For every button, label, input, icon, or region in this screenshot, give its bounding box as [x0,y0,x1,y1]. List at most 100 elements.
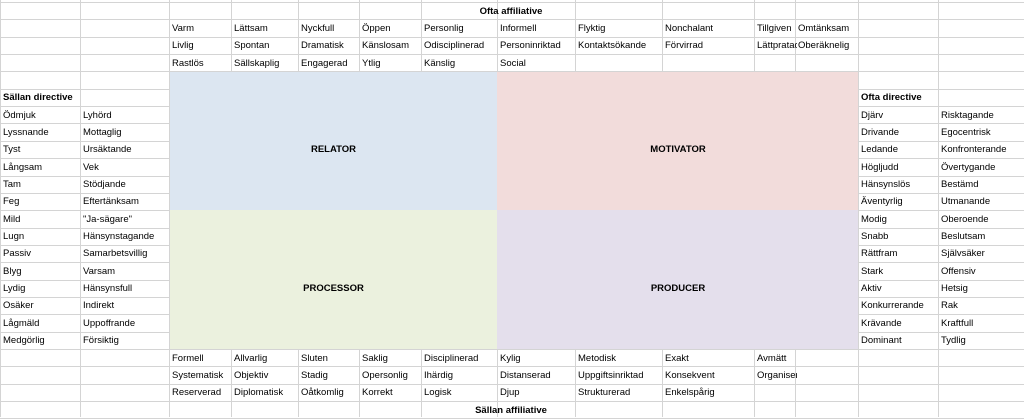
trait-cell: Medgörlig [3,335,45,347]
trait-cell: Nyckfull [301,22,335,34]
gridline [858,228,1024,229]
trait-cell: Nonchalant [665,22,714,34]
header-right: Ofta directive [861,92,922,104]
gridline [0,54,1024,55]
gridline [0,262,169,263]
trait-cell: Distanserad [500,369,551,381]
trait-cell: Lydig [3,283,26,295]
gridline [858,176,1024,177]
trait-cell: Mild [3,213,21,225]
gridline [0,141,169,142]
gridline [359,0,360,72]
header-bottom: Sällan affiliative [475,404,547,416]
trait-cell: Formell [172,352,204,364]
trait-cell: Varsam [83,265,116,277]
trait-cell: Högljudd [861,161,899,173]
header-top: Ofta affiliative [479,5,543,17]
trait-cell: Mottaglig [83,126,122,138]
gridline [298,349,299,417]
trait-cell: Försiktig [83,335,119,347]
gridline [575,0,576,72]
relator-label: RELATOR [310,144,357,156]
processor-quadrant [169,210,497,349]
trait-cell: Uppoffrande [83,317,136,329]
gridline [0,401,1024,402]
trait-cell: Tam [3,179,21,190]
trait-cell: Rättfram [861,248,898,260]
trait-cell: Hänsynslös [861,179,911,190]
gridline [231,349,232,417]
gridline [754,349,755,417]
gridline [0,19,1024,20]
trait-cell: Utmanande [941,196,991,208]
gridline [858,280,1024,281]
trait-cell: Lyssnande [3,126,49,138]
trait-cell: Lättsam [234,22,268,34]
trait-cell: Informell [500,22,537,34]
trait-cell: Känslosam [362,40,409,52]
trait-cell: Ledande [861,144,898,156]
trait-cell: Social [500,57,526,69]
trait-cell: Dramatisk [301,40,344,52]
gridline [938,0,939,417]
relator-quadrant [169,71,497,211]
trait-cell: Metodisk [578,352,617,364]
trait-cell: Diplomatisk [234,387,284,399]
trait-cell: Omtänksam [798,22,850,34]
trait-cell: Offensiv [941,265,976,277]
producer-quadrant [497,210,858,349]
trait-cell: Stödjande [83,179,126,190]
trait-cell: Allvarlig [234,352,268,364]
trait-cell: Organiserad [757,369,797,381]
gridline [0,366,1024,367]
gridline [0,280,169,281]
trait-cell: Lugn [3,231,25,243]
trait-cell: Rak [941,300,958,312]
trait-cell: Enkelspårig [665,387,715,399]
trait-cell: Djärv [861,109,884,121]
trait-cell: Vek [83,161,99,173]
trait-cell: Tydlig [941,335,966,347]
motivator-quadrant [497,71,858,211]
trait-cell: Lyhörd [83,109,112,121]
trait-cell: Hetsig [941,283,968,295]
gridline [858,262,1024,263]
trait-cell: Hänsynsfull [83,283,133,295]
trait-cell: Objektiv [234,369,269,381]
trait-cell: Långsam [3,161,43,173]
trait-cell: Avmätt [757,352,787,364]
header-left: Sällan directive [3,92,73,104]
gridline [421,0,422,72]
gridline [858,123,1024,124]
trait-cell: Modig [861,213,887,225]
trait-cell: Engagerad [301,57,348,69]
gridline [662,0,663,72]
gridline [754,0,755,72]
trait-cell: Reserverad [172,387,222,399]
trait-cell: Djup [500,387,520,399]
gridline [421,349,422,417]
gridline [298,0,299,72]
gridline [0,314,169,315]
gridline [858,314,1024,315]
trait-cell: Oåtkomlig [301,387,344,399]
gridline [0,228,169,229]
gridline [169,0,170,417]
trait-cell: Beslutsam [941,231,986,243]
gridline [0,193,169,194]
trait-cell: Oberoende [941,213,989,225]
trait-cell: Sluten [301,352,328,364]
gridline [0,2,1024,3]
gridline [858,106,1024,107]
gridline [0,37,1024,38]
trait-cell: "Ja-sägare" [83,213,132,225]
trait-cell: Tyst [3,144,21,156]
trait-cell: Osäker [3,300,34,312]
gridline [0,349,1024,350]
trait-cell: Samarbetsvillig [83,248,148,260]
trait-cell: Bestämd [941,179,979,190]
trait-cell: Ödmjuk [3,109,36,121]
trait-cell: Hänsynstagande [83,231,155,243]
trait-cell: Äventyrlig [861,196,903,208]
gridline [0,176,169,177]
